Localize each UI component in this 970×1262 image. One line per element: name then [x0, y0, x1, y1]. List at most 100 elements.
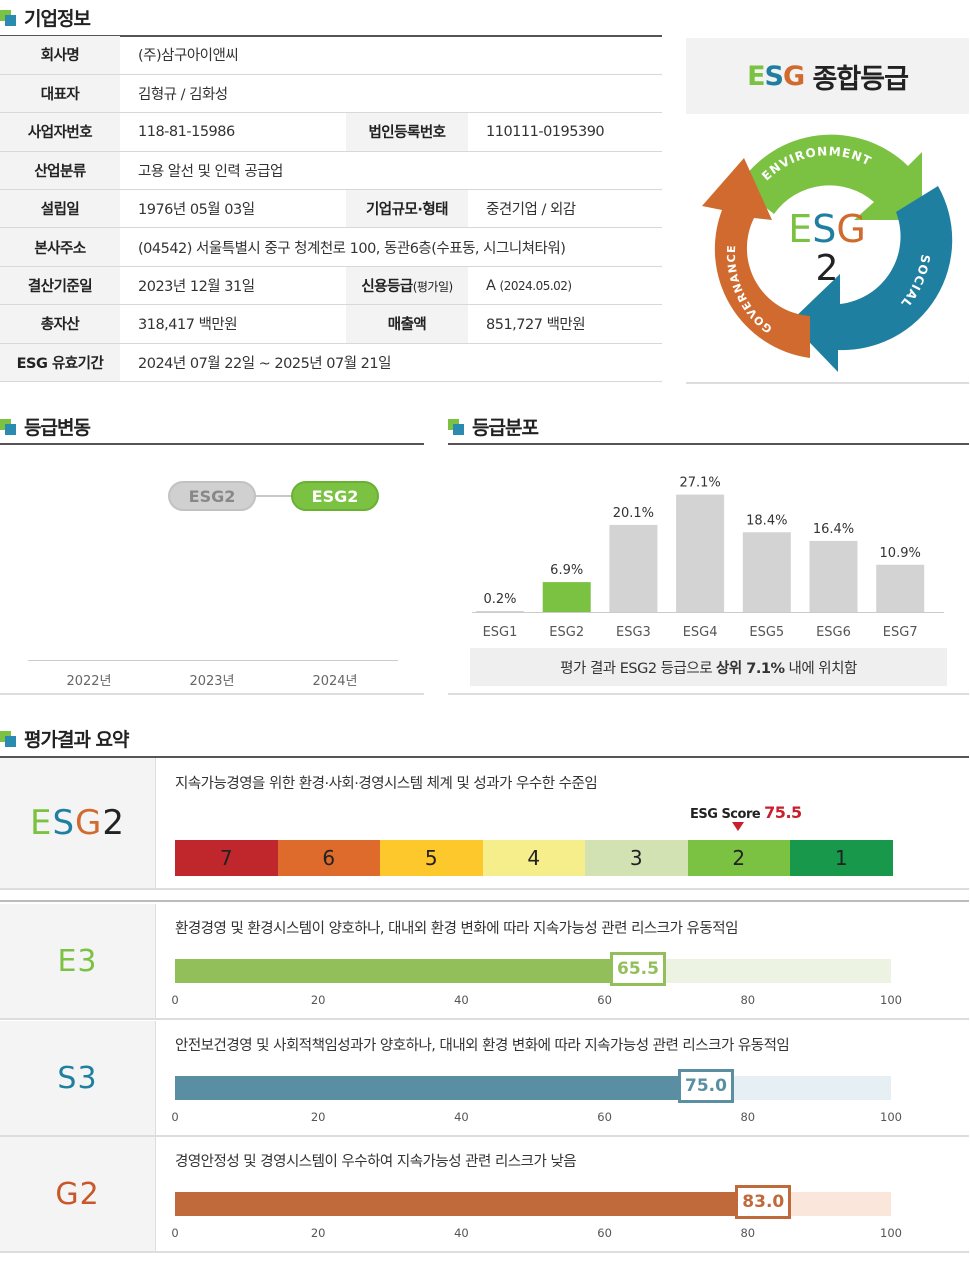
founded-value: 1976년 05월 03일	[120, 189, 346, 229]
grade-distribution-chart: 0.2% ESG1 6.9% ESG2 20.1% ESG3 27.1% ESG4 18.4% E…	[472, 476, 944, 640]
history-year-2024: 2024년	[312, 674, 358, 689]
item-grade-label: E3	[0, 904, 156, 1018]
esg-grade-panel: ENVIRONMENT SOCIAL GOVERNANCE ESG 2	[686, 114, 969, 384]
table-row: 설립일 1976년 05월 03일 기업규모·형태 중견기업 / 외감	[0, 189, 662, 229]
scale-cell-7: 7	[175, 840, 278, 876]
address-label: 본사주소	[0, 227, 120, 267]
company-size-value: 중견기업 / 외감	[468, 189, 662, 229]
item-grade-label: S3	[0, 1021, 156, 1135]
company-name-value: (주)삼구아이앤씨	[120, 36, 662, 75]
environment-arrow	[738, 134, 922, 220]
summary-title-rule	[0, 756, 969, 758]
governance-arrow	[702, 158, 810, 358]
bar-esg7	[876, 564, 925, 612]
esg-center-letters: ESG	[788, 207, 866, 251]
category-label: ESG1	[483, 625, 518, 640]
scale-cell-6: 6	[277, 840, 380, 876]
bar-value-label: 10.9%	[880, 546, 921, 561]
table-row: 대표자 김형규 / 김화성	[0, 74, 662, 114]
category-label: ESG2	[549, 625, 584, 640]
table-row: 사업자번호 118-81-15986 법인등록번호 110111-0195390	[0, 112, 662, 152]
industry-value: 고용 알선 및 인력 공급업	[120, 151, 662, 191]
score-bar	[175, 1192, 770, 1216]
summary-section-title: 평가결과 요약	[0, 725, 129, 752]
axis-tick-label: 80	[740, 1110, 756, 1124]
history-title-rule	[0, 443, 424, 445]
table-row: 결산기준일 2023년 12월 31일 신용등급(평가일) A (2024.05…	[0, 266, 662, 306]
fiscal-date-label: 결산기준일	[0, 266, 120, 306]
score-value-box: 83.0	[735, 1185, 792, 1219]
bar-esg5	[742, 532, 791, 612]
history-year-2023: 2023년	[189, 674, 235, 689]
address-value: (04542) 서울특별시 중구 청계천로 100, 동관6층(수표동, 시그니…	[120, 227, 662, 267]
corp-number-value: 110111-0195390	[468, 112, 662, 152]
section-bullet-icon	[0, 730, 16, 747]
axis-tick-label: 40	[454, 1110, 469, 1124]
grade-pill-2024: ESG2	[291, 481, 379, 511]
bar-value-label: 27.1%	[679, 476, 720, 491]
item-grade-label: G2	[0, 1137, 156, 1251]
score-track: 65.5	[175, 952, 891, 986]
scale-cell-1: 1	[790, 840, 893, 876]
history-axis	[28, 660, 398, 661]
axis-tick-label: 0	[171, 1226, 179, 1240]
axis-tick-label: 80	[740, 1226, 756, 1240]
scale-cell-5: 5	[380, 840, 483, 876]
scale-cell-3: 3	[585, 840, 688, 876]
bar-esg2	[542, 582, 591, 612]
history-connector	[254, 495, 294, 497]
distribution-bottom-rule	[448, 693, 969, 695]
score-bar	[175, 1076, 712, 1100]
founded-label: 설립일	[0, 189, 120, 229]
axis-tick-label: 60	[597, 1110, 612, 1124]
esg-center-grade: 2	[816, 248, 839, 289]
axis-tick-label: 80	[740, 993, 756, 1007]
category-label: ESG3	[616, 625, 651, 640]
summary-divider	[0, 900, 969, 902]
item-description: 경영안정성 및 경영시스템이 우수하여 지속가능성 관련 리스크가 낮음	[175, 1154, 577, 1170]
bar-value-label: 18.4%	[746, 513, 787, 528]
section-bullet-icon	[0, 418, 16, 435]
total-assets-value: 318,417 백만원	[120, 304, 346, 344]
axis-tick-label: 100	[880, 1226, 902, 1240]
table-row: 총자산 318,417 백만원 매출액 851,727 백만원	[0, 304, 662, 344]
overall-description: 지속가능경영을 위한 환경·사회·경영시스템 체계 및 성과가 우수한 수준임	[175, 776, 598, 792]
esg-cycle-diagram: ENVIRONMENT SOCIAL GOVERNANCE ESG 2	[702, 134, 953, 372]
esg-score-label: ESG Score 75.5	[690, 803, 802, 822]
industry-label: 산업분류	[0, 151, 120, 191]
bar-esg1	[476, 611, 524, 612]
history-year-2022: 2022년	[66, 674, 112, 689]
section-bullet-icon	[448, 418, 464, 435]
fiscal-date-value: 2023년 12월 31일	[120, 266, 346, 306]
company-info-table: 회사명 (주)삼구아이앤씨 대표자 김형규 / 김화성 사업자번호 118-81…	[0, 36, 662, 383]
axis-tick-label: 20	[310, 993, 326, 1007]
table-row: ESG 유효기간 2024년 07월 22일 ~ 2025년 07월 21일	[0, 343, 662, 383]
bar-value-label: 20.1%	[613, 506, 654, 521]
score-value-box: 65.5	[609, 952, 666, 986]
axis-tick-label: 100	[880, 1110, 902, 1124]
credit-rating-value: A (2024.05.02)	[468, 266, 662, 306]
distribution-note: 평가 결과 ESG2 등급으로 상위 7.1% 내에 위치함	[470, 648, 947, 686]
category-label: ESG6	[816, 625, 851, 640]
score-bar	[175, 959, 644, 983]
table-row: 본사주소 (04542) 서울특별시 중구 청계천로 100, 동관6층(수표동…	[0, 227, 662, 267]
table-row: 산업분류 고용 알선 및 인력 공급업	[0, 151, 662, 191]
axis-tick-label: 40	[454, 993, 469, 1007]
axis-tick-label: 20	[310, 1110, 326, 1124]
revenue-label: 매출액	[346, 304, 468, 344]
company-section-title: 기업정보	[0, 4, 91, 31]
score-value-box: 75.0	[678, 1069, 734, 1103]
bar-esg3	[609, 524, 658, 612]
table-row: 회사명 (주)삼구아이앤씨	[0, 36, 662, 75]
category-label: ESG7	[883, 625, 918, 640]
item-description: 안전보건경영 및 사회적책임성과가 양호하나, 대내외 환경 변화에 따라 지속…	[175, 1038, 790, 1054]
score-track: 83.0	[175, 1185, 891, 1219]
bar-esg6	[809, 540, 858, 612]
esg-validity-label: ESG 유효기간	[0, 343, 120, 383]
distribution-section-title: 등급분포	[448, 413, 539, 440]
summary-item-row: E3 환경경영 및 환경시스템이 양호하나, 대내외 환경 변화에 따라 지속가능…	[0, 904, 969, 1020]
ceo-label: 대표자	[0, 74, 120, 114]
summary-item-row: S3 안전보건경영 및 사회적책임성과가 양호하나, 대내외 환경 변화에 따라 …	[0, 1021, 969, 1137]
